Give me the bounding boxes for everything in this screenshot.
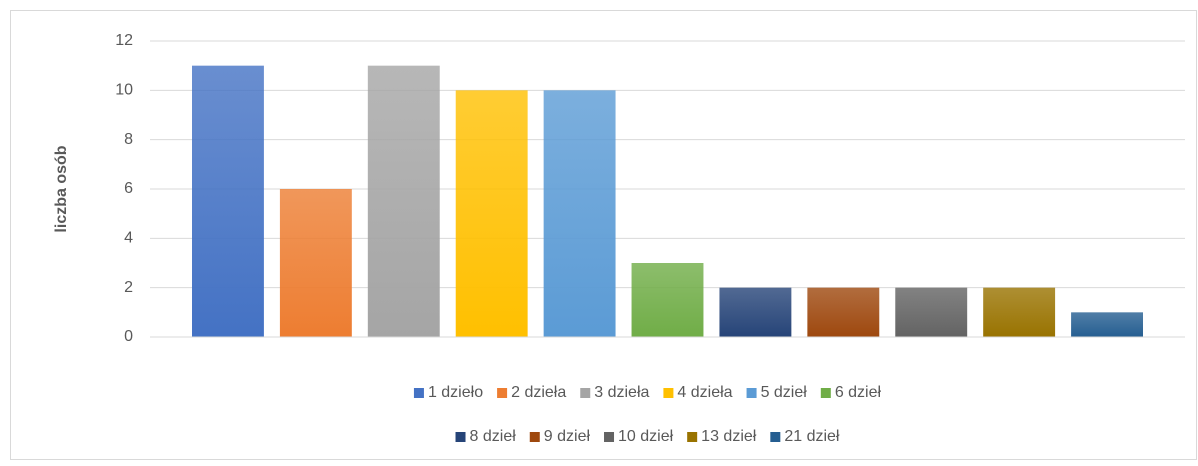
bar (1071, 312, 1143, 337)
legend-label: 4 dzieła (677, 384, 732, 401)
bar (543, 90, 616, 337)
y-tick-label: 8 (124, 131, 133, 148)
legend-swatch (687, 432, 698, 442)
y-tick-label: 6 (124, 180, 133, 197)
y-tick-label: 4 (124, 230, 133, 247)
y-tick-label: 2 (124, 279, 133, 296)
legend-label: 13 dzieł (701, 428, 757, 445)
legend-label: 21 dzieł (784, 428, 840, 445)
bar (719, 287, 792, 337)
legend-label: 10 dzieł (618, 428, 674, 445)
bar (631, 263, 704, 337)
bar (807, 287, 880, 337)
legend-swatch (770, 432, 781, 442)
y-axis-label: liczba osób (53, 145, 70, 232)
legend-swatch (580, 388, 591, 398)
legend-swatch (529, 432, 540, 442)
legend-label: 1 dzieło (428, 384, 483, 401)
legend-label: 6 dzieł (835, 384, 882, 401)
legend-label: 5 dzieł (761, 384, 808, 401)
y-tick-label: 12 (115, 32, 133, 49)
y-tick-label: 0 (124, 328, 133, 345)
legend-label: 9 dzieł (544, 428, 591, 445)
legend-swatch (455, 432, 466, 442)
legend-label: 8 dzieł (470, 428, 517, 445)
bar (192, 65, 264, 338)
legend-swatch (663, 388, 674, 398)
legend-swatch (604, 432, 615, 442)
legend-swatch (746, 388, 757, 398)
bar (279, 189, 352, 337)
legend-row: 8 dzieł 9 dzieł 10 dzieł 13 dzieł 21 dzieł (455, 428, 840, 445)
bar (983, 287, 1056, 337)
y-tick-label: 10 (115, 82, 133, 99)
legend-swatch (413, 388, 424, 398)
legend-label: 2 dzieła (511, 384, 566, 401)
legend-swatch (820, 388, 831, 398)
legend-swatch (497, 388, 508, 398)
bar (895, 287, 968, 337)
bar (367, 65, 440, 338)
legend-label: 3 dzieła (594, 384, 649, 401)
bar (455, 90, 528, 337)
legend-row: 1 dzieło 2 dzieła 3 dzieła 4 dzieła 5 dzieł 6… (413, 384, 882, 401)
